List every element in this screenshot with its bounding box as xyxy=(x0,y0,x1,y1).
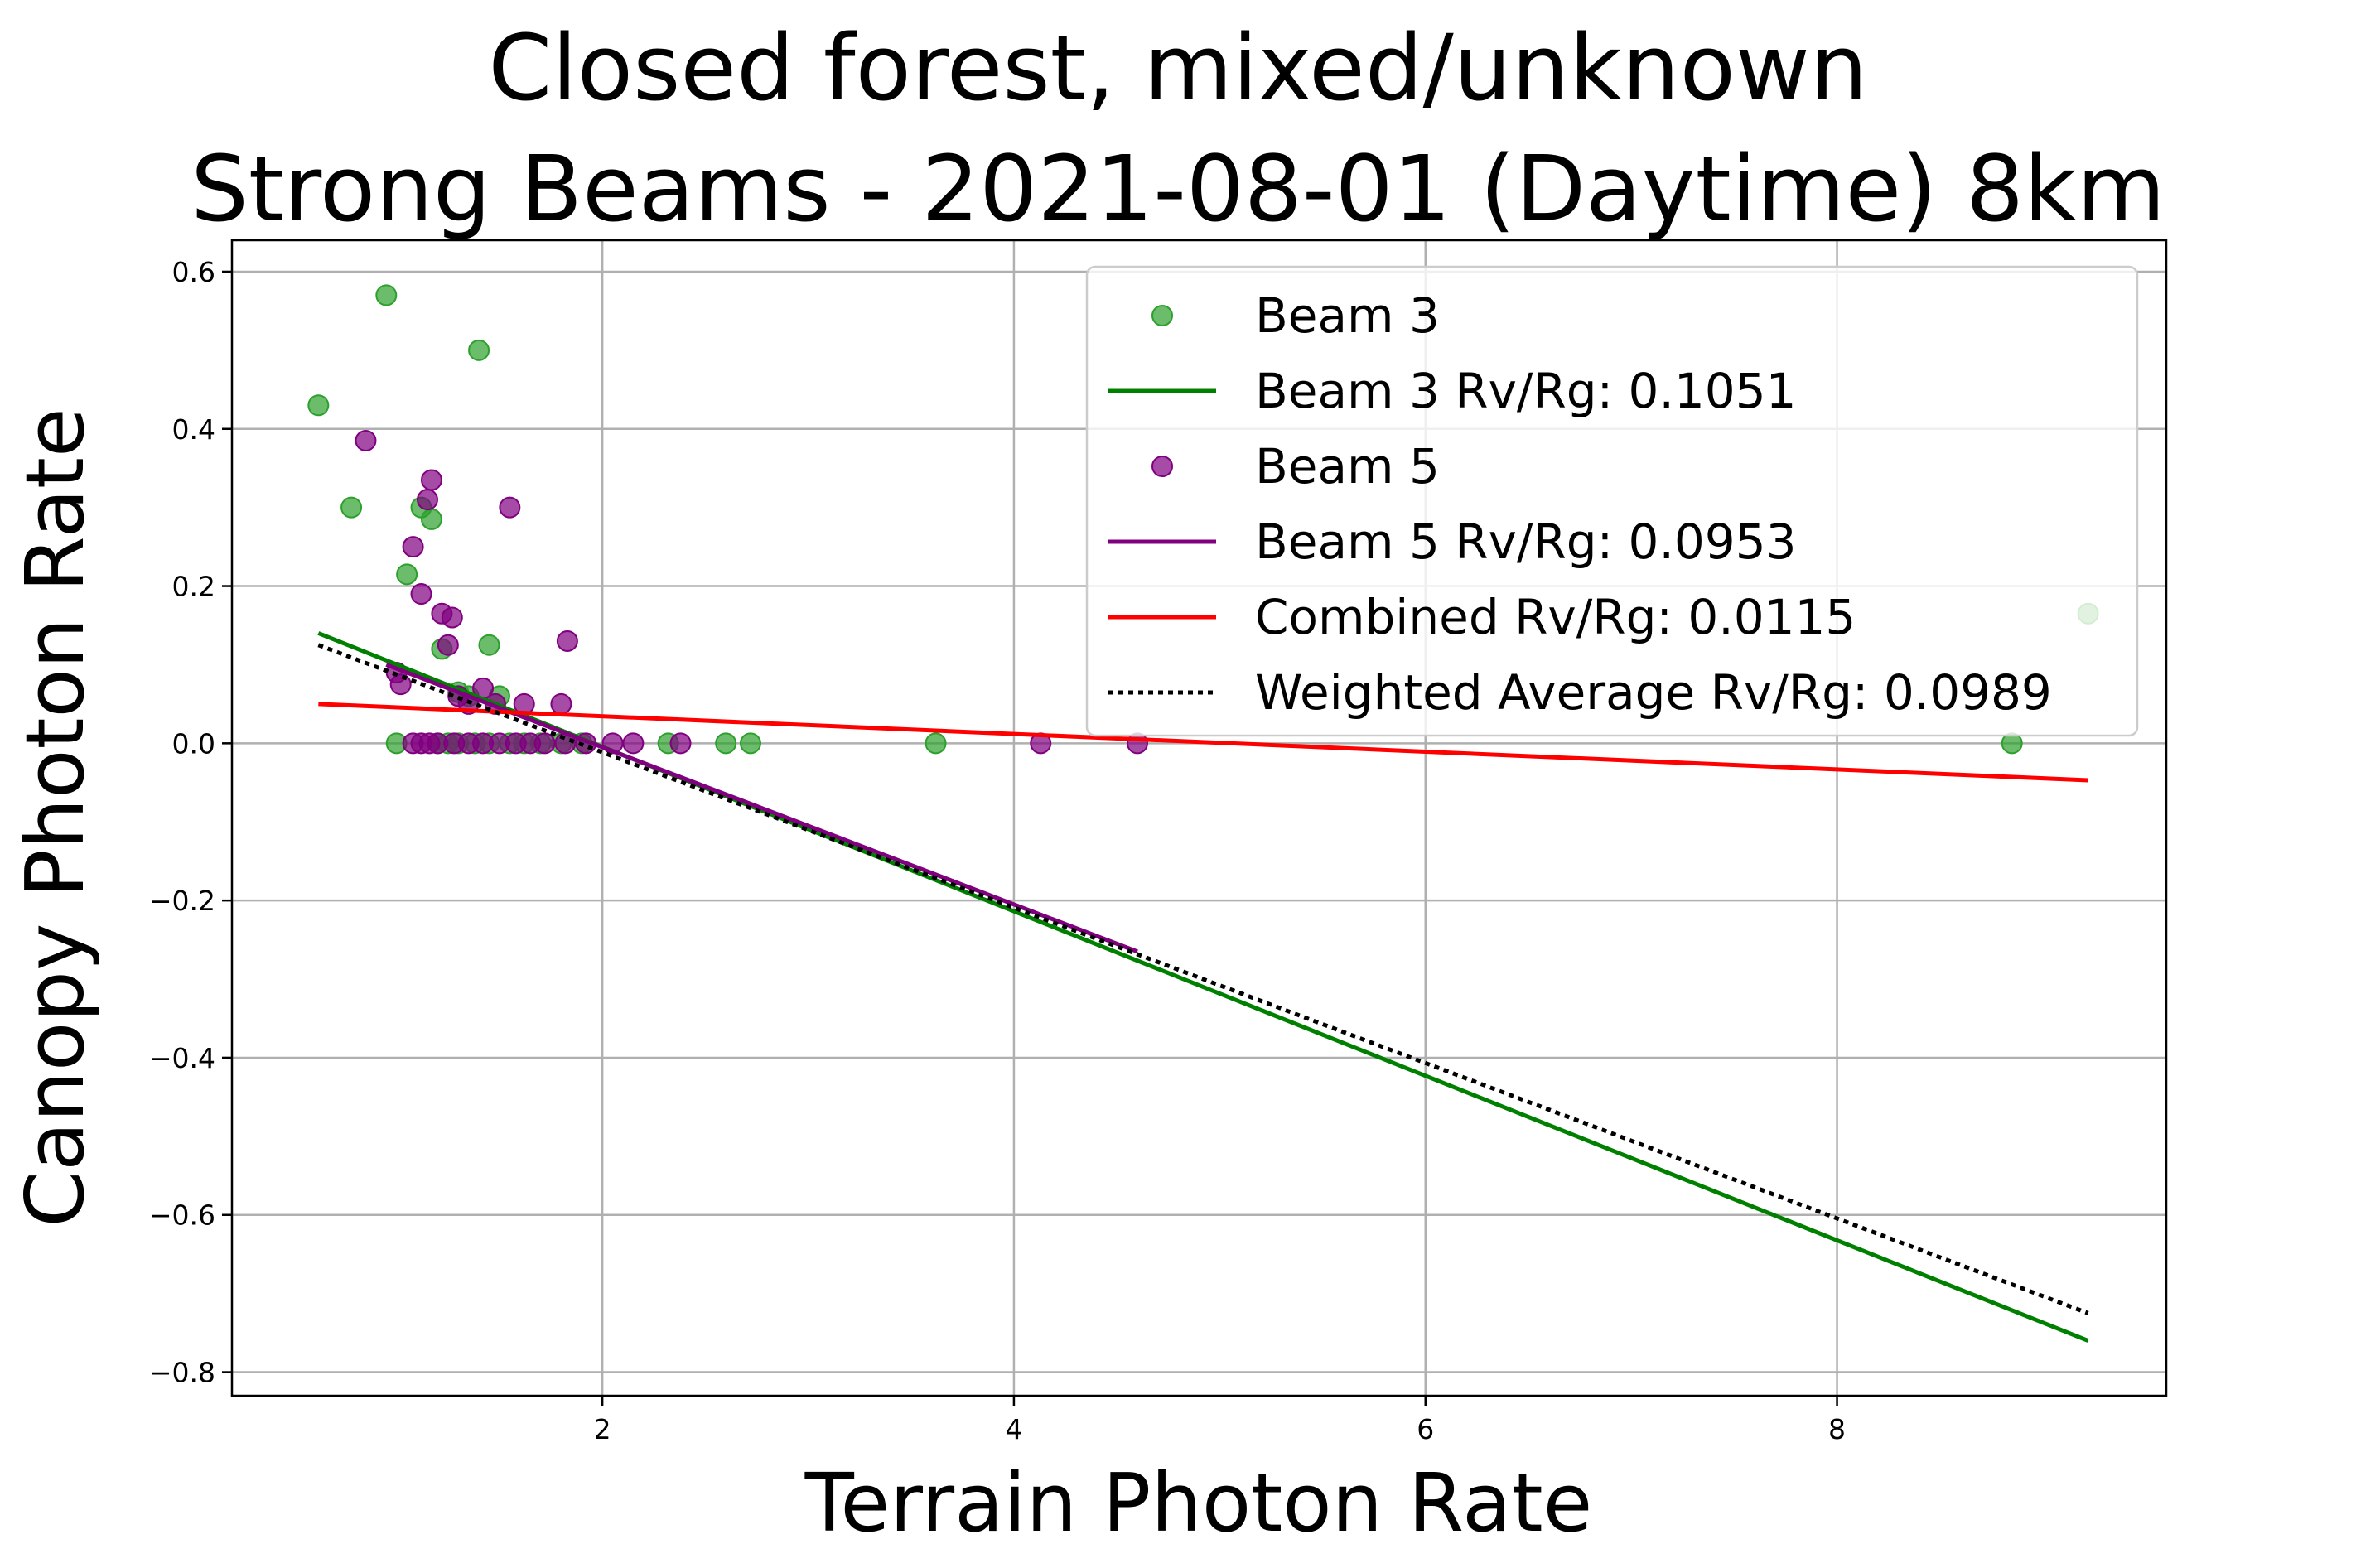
data-point xyxy=(402,536,424,558)
axis-ticks: 2 4 6 8 0.6 0.4 0.2 0.0 −0.2 −0.4 −0.6 −0.8 xyxy=(149,256,1846,1445)
data-point xyxy=(533,732,556,755)
chart-title: Closed forest, mixed/unknown Strong Beam… xyxy=(191,15,2165,242)
legend-label: Weighted Average Rv/Rg: 0.0989 xyxy=(1255,664,2052,721)
legend-label: Beam 3 xyxy=(1255,287,1440,344)
legend-label: Beam 5 xyxy=(1255,438,1440,495)
data-point xyxy=(389,673,412,696)
data-point xyxy=(410,583,432,605)
data-point xyxy=(416,489,438,511)
data-point xyxy=(340,496,363,519)
y-tick-label: −0.2 xyxy=(149,885,215,917)
data-point xyxy=(441,606,463,629)
data-point xyxy=(468,339,490,361)
data-point xyxy=(715,732,737,755)
data-point xyxy=(622,732,645,755)
y-tick-label: 0.6 xyxy=(172,256,215,288)
x-tick-label: 6 xyxy=(1417,1413,1434,1445)
data-point xyxy=(669,732,692,755)
legend-box xyxy=(1085,265,2139,737)
legend-label: Beam 3 Rv/Rg: 0.1051 xyxy=(1255,363,1797,419)
chart-title-line-2: Strong Beams - 2021-08-01 (Daytime) 8km xyxy=(191,136,2165,242)
plot-series xyxy=(307,284,2099,1343)
y-tick-label: −0.8 xyxy=(149,1357,215,1389)
data-point xyxy=(556,630,578,652)
y-tick-label: 0.0 xyxy=(172,727,215,760)
series-line xyxy=(318,702,2088,783)
data-point xyxy=(925,732,947,755)
x-axis-label: Terrain Photon Rate xyxy=(804,1456,1593,1550)
x-tick-label: 8 xyxy=(1828,1413,1846,1445)
y-tick-label: 0.2 xyxy=(172,571,215,603)
y-tick-label: 0.4 xyxy=(172,413,215,446)
legend-marker xyxy=(1151,456,1173,477)
data-point xyxy=(307,394,330,417)
legend-label: Combined Rv/Rg: 0.0115 xyxy=(1255,589,1856,645)
series-line xyxy=(385,663,1138,954)
data-point xyxy=(499,496,521,519)
data-point xyxy=(420,508,442,530)
legend-marker xyxy=(1151,305,1173,326)
data-point xyxy=(550,692,572,715)
legend: Beam 3 Beam 3 Rv/Rg: 0.1051 Beam 5 Beam 5 R… xyxy=(1085,265,2139,737)
data-point xyxy=(437,634,459,656)
data-point xyxy=(420,469,442,491)
chart-title-line-1: Closed forest, mixed/unknown xyxy=(488,15,1867,121)
data-point xyxy=(739,732,761,755)
y-axis-label: Canopy Photon Rate xyxy=(8,408,102,1227)
x-tick-label: 2 xyxy=(594,1413,611,1445)
plot-frame xyxy=(230,239,2168,1397)
data-point xyxy=(375,284,398,306)
y-tick-label: −0.4 xyxy=(149,1042,215,1074)
data-point xyxy=(355,429,377,451)
y-tick-label: −0.6 xyxy=(149,1199,215,1232)
data-point xyxy=(478,634,500,656)
data-point xyxy=(396,563,418,586)
x-tick-label: 4 xyxy=(1005,1413,1022,1445)
legend-label: Beam 5 Rv/Rg: 0.0953 xyxy=(1255,514,1797,570)
series-line xyxy=(317,643,2089,1315)
